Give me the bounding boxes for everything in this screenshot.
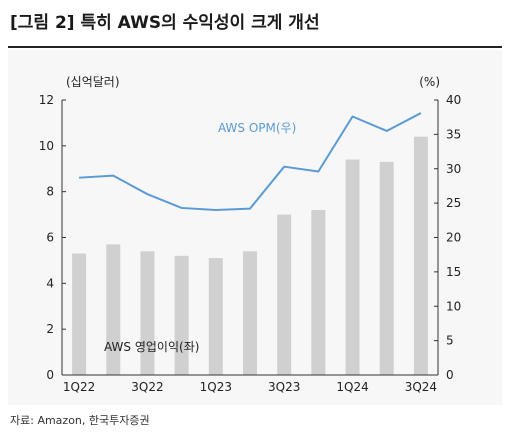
right-tick-label: 10: [446, 299, 461, 313]
right-tick-label: 20: [446, 231, 461, 245]
operating-income-series-label: AWS 영업이익(좌): [104, 340, 199, 354]
x-tick-label: 1Q22: [63, 380, 95, 394]
bar-2Q23: [243, 251, 257, 375]
bar-3Q24: [413, 136, 428, 375]
bar-2Q22: [106, 244, 121, 375]
bar-1Q24: [345, 159, 360, 375]
source-note: 자료: Amazon, 한국투자증권: [10, 414, 150, 427]
bar-1Q22: [72, 253, 87, 375]
figure-title: [그림 2] 특히 AWS의 수익성이 크게 개선: [10, 13, 320, 33]
right-tick-label: 30: [446, 162, 461, 176]
bar-3Q22: [140, 251, 155, 375]
left-tick-label: 6: [46, 231, 54, 245]
labels-layer: (십억달러) (%) AWS OPM(우) AWS 영업이익(좌): [66, 75, 440, 354]
left-tick-label: 2: [46, 322, 54, 336]
right-tick-label: 15: [446, 265, 461, 279]
bar-4Q22: [174, 255, 189, 375]
left-tick-label: 10: [39, 139, 54, 153]
left-tick-label: 8: [46, 185, 54, 199]
line-layer: [78, 112, 422, 211]
bar-1Q23: [208, 258, 223, 375]
x-tick-label: 3Q23: [268, 380, 300, 394]
left-tick-label: 12: [39, 93, 54, 107]
right-tick-label: 40: [446, 93, 461, 107]
left-tick-label: 4: [46, 276, 54, 290]
bar-2Q24: [379, 161, 394, 375]
bar-3Q23: [277, 214, 292, 375]
right-tick-label: 35: [446, 127, 461, 141]
right-tick-label: 5: [446, 334, 454, 348]
x-tick-label: 3Q24: [405, 380, 437, 394]
x-tick-label: 1Q24: [336, 380, 368, 394]
x-tick-label: 1Q23: [200, 380, 232, 394]
right-axis-unit: (%): [419, 75, 440, 89]
left-tick-label: 0: [46, 368, 54, 382]
bar-4Q23: [311, 210, 326, 375]
bars-layer: [72, 136, 428, 375]
title-divider: [8, 46, 502, 48]
opm-series-label: AWS OPM(우): [218, 121, 296, 135]
right-tick-label: 0: [446, 368, 454, 382]
left-axis-unit: (십억달러): [66, 75, 120, 89]
axes-layer: 0 2 4 6 8 10 12 0 5 10 15 20 25 30 35 40 1Q22 3Q22 1Q23 3Q2…: [39, 93, 462, 394]
x-tick-label: 3Q22: [131, 380, 163, 394]
right-tick-label: 25: [446, 196, 461, 210]
